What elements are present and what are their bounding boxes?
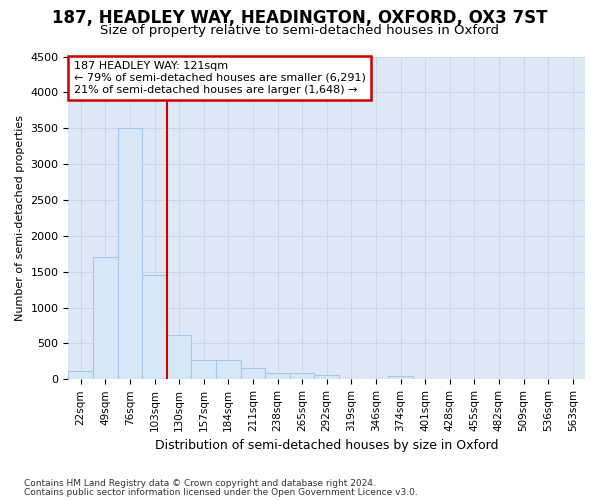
Bar [265, 372, 290, 380]
X-axis label: Distribution of semi-detached houses by size in Oxford: Distribution of semi-detached houses by … [155, 440, 499, 452]
Bar [118, 128, 142, 380]
Text: 187, HEADLEY WAY, HEADINGTON, OXFORD, OX3 7ST: 187, HEADLEY WAY, HEADINGTON, OXFORD, OX… [52, 9, 548, 27]
Bar [339, 378, 364, 380]
Bar [241, 368, 265, 380]
Bar [364, 378, 388, 380]
Text: Contains public sector information licensed under the Open Government Licence v3: Contains public sector information licen… [24, 488, 418, 497]
Bar [142, 276, 167, 380]
Text: 187 HEADLEY WAY: 121sqm
← 79% of semi-detached houses are smaller (6,291)
21% of: 187 HEADLEY WAY: 121sqm ← 79% of semi-de… [74, 62, 365, 94]
Text: Contains HM Land Registry data © Crown copyright and database right 2024.: Contains HM Land Registry data © Crown c… [24, 478, 376, 488]
Bar [191, 360, 216, 380]
Bar [68, 370, 93, 380]
Bar [388, 376, 413, 380]
Text: Size of property relative to semi-detached houses in Oxford: Size of property relative to semi-detach… [101, 24, 499, 37]
Bar [93, 258, 118, 380]
Bar [290, 373, 314, 380]
Bar [314, 376, 339, 380]
Bar [167, 335, 191, 380]
Bar [216, 360, 241, 380]
Y-axis label: Number of semi-detached properties: Number of semi-detached properties [15, 115, 25, 321]
